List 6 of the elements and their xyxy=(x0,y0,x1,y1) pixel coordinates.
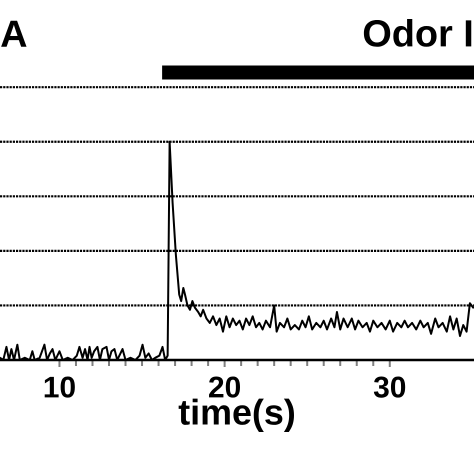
x-tick-label: 10 xyxy=(44,376,75,398)
text: Odor I xyxy=(364,18,472,47)
x-axis-title: time(s) xyxy=(178,398,294,432)
x-tick-label: 30 xyxy=(374,376,406,398)
x-tick-label: 20 xyxy=(209,376,240,398)
text: A xyxy=(1,20,27,47)
